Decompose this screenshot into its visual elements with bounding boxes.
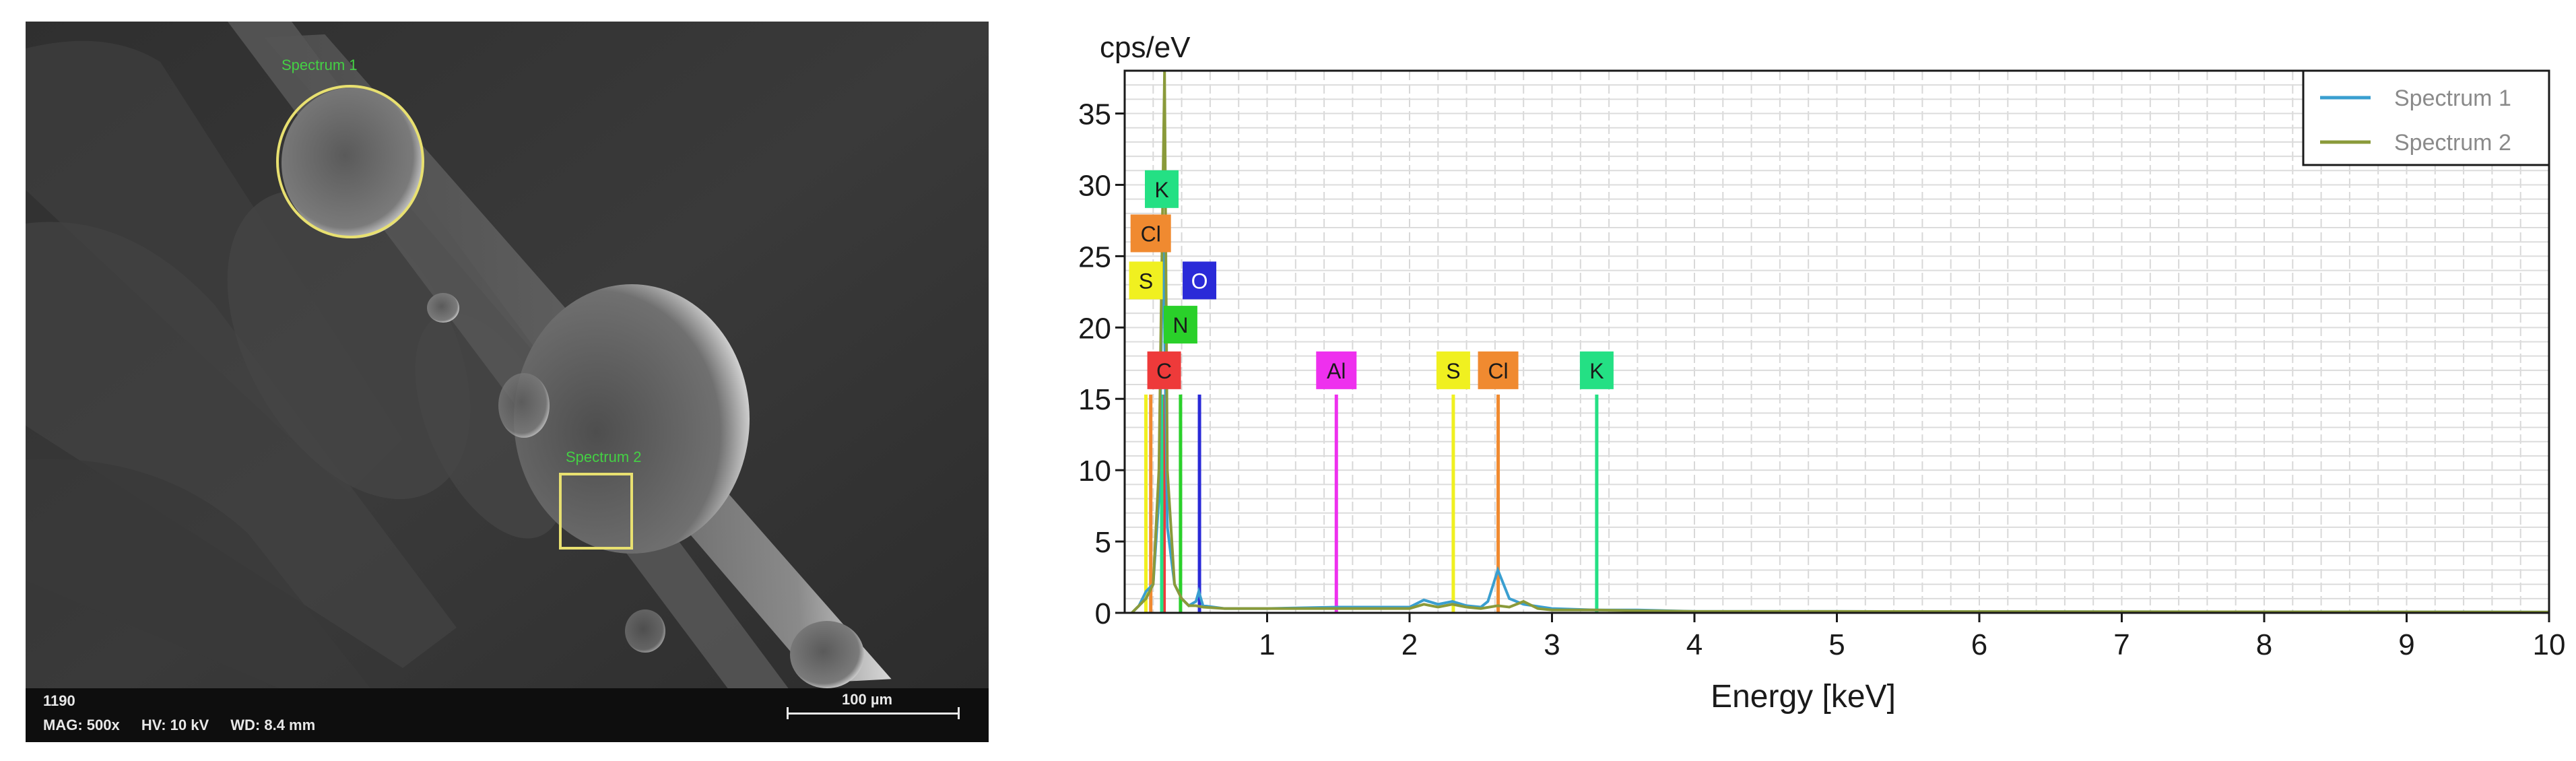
y-tick-label: 0 <box>1095 597 1111 630</box>
sem-image-panel: Spectrum 1 Spectrum 2 1190 MAG: 500x HV:… <box>26 22 989 742</box>
element-marker-label: Cl <box>1488 359 1508 383</box>
element-marker-box <box>1183 261 1217 300</box>
y-tick-label: 30 <box>1078 169 1111 202</box>
x-tick-label: 9 <box>2398 628 2414 661</box>
legend-label: Spectrum 1 <box>2394 86 2511 111</box>
y-tick-label: 35 <box>1078 98 1111 131</box>
element-marker-label: N <box>1173 313 1188 337</box>
grid <box>1125 71 2550 613</box>
element-marker-label: Al <box>1327 359 1346 383</box>
x-axis-label: Energy [keV] <box>1711 679 1896 715</box>
working-distance: WD: 8.4 mm <box>230 717 316 733</box>
element-marker-box <box>1579 351 1614 389</box>
scale-bar-label: 100 µm <box>842 691 893 708</box>
element-marker-label: S <box>1446 359 1460 383</box>
legend-box <box>2302 69 2550 166</box>
high-voltage: HV: 10 kV <box>141 717 209 733</box>
x-tick-label: 4 <box>1686 628 1703 661</box>
legend: Spectrum 1 Spectrum 2 <box>2302 69 2550 166</box>
spectrum-2-label: Spectrum 2 <box>566 449 642 465</box>
element-marker-box <box>1144 170 1179 208</box>
x-tick-label: 1 <box>1259 628 1275 661</box>
x-tick-label: 10 <box>2533 628 2566 661</box>
element-marker-box <box>1147 351 1181 389</box>
y-axis-label: cps/eV <box>1100 31 1191 64</box>
element-marker-label: C <box>1156 359 1172 383</box>
y-tick-label: 15 <box>1078 383 1111 416</box>
y-tick-label: 20 <box>1078 312 1111 345</box>
sem-info-bar: 1190 MAG: 500x HV: 10 kV WD: 8.4 mm 100 … <box>26 688 989 742</box>
sem-micrograph <box>26 22 989 742</box>
element-marker-label: K <box>1154 178 1168 202</box>
x-tick-label: 7 <box>2113 628 2129 661</box>
element-marker-box <box>1316 351 1357 389</box>
spectrum-1-label: Spectrum 1 <box>282 57 358 73</box>
element-marker-label: S <box>1139 269 1153 293</box>
series-lines <box>1131 70 2550 614</box>
x-tick-label: 8 <box>2256 628 2272 661</box>
magnification: MAG: 500x <box>43 717 120 733</box>
y-tick-label: 25 <box>1078 240 1111 273</box>
series-line <box>1131 227 2550 614</box>
element-marker-box <box>1478 351 1519 389</box>
eds-spectrum-chart: 0 5 10 15 20 25 30 35 1 2 3 4 5 6 7 8 9 10 C N O S Cl K Al S Cl K … <box>1071 20 2569 754</box>
x-tick-label: 2 <box>1401 628 1418 661</box>
scale-bar-tick-left <box>787 707 789 719</box>
y-tick-label: 10 <box>1078 455 1111 488</box>
acquisition-params: MAG: 500x HV: 10 kV WD: 8.4 mm <box>43 717 333 734</box>
x-tick-label: 3 <box>1544 628 1560 661</box>
scale-bar-tick-right <box>958 707 960 719</box>
element-marker-box <box>1163 306 1197 344</box>
spectrum-2-region <box>559 473 633 550</box>
scale-bar <box>787 713 959 715</box>
element-marker-label: Cl <box>1141 222 1161 246</box>
element-marker-box <box>1130 214 1171 253</box>
element-marker-labels: CNO S Cl K Al S Cl K <box>1129 170 1614 389</box>
legend-label: Spectrum 2 <box>2394 130 2511 156</box>
image-id: 1190 <box>43 692 75 709</box>
element-marker-lines <box>1144 394 1599 613</box>
series-line <box>1131 70 2550 614</box>
element-marker-label: K <box>1589 359 1604 383</box>
element-marker-box <box>1436 351 1470 389</box>
element-marker-label: O <box>1191 269 1208 293</box>
y-tick-label: 5 <box>1095 526 1111 559</box>
x-tick-label: 6 <box>1971 628 1987 661</box>
x-tick-label: 5 <box>1828 628 1845 661</box>
axes: 0 5 10 15 20 25 30 35 1 2 3 4 5 6 7 8 9 10 <box>1078 69 2566 661</box>
element-marker-box <box>1129 261 1163 300</box>
spectrum-1-region <box>276 85 424 238</box>
